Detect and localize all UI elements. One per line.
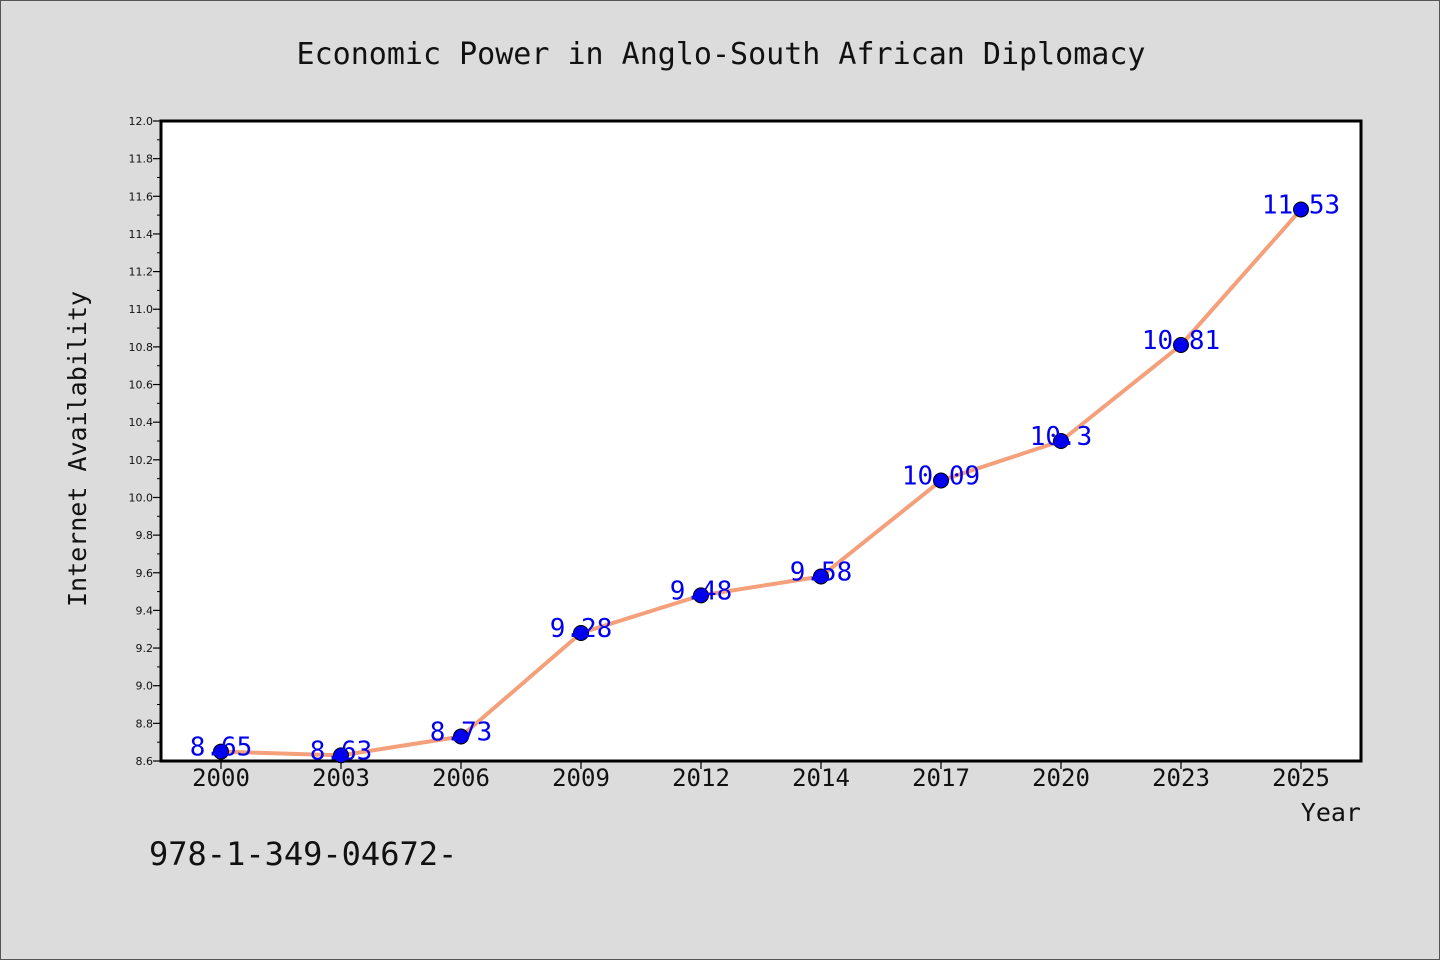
x-tick-label: 2014 (792, 764, 850, 792)
y-tick-label: 11.4 (129, 228, 154, 241)
y-tick-label: 9.0 (136, 680, 154, 693)
y-tick-label: 9.8 (136, 529, 154, 542)
data-label: 9.28 (550, 614, 613, 644)
x-tick-label: 2012 (672, 764, 730, 792)
series-line (219, 207, 1303, 758)
data-point (213, 743, 229, 760)
data-point (333, 747, 349, 764)
data-point (933, 472, 949, 489)
y-tick-label: 9.4 (136, 604, 154, 617)
chart-title: Economic Power in Anglo-South African Di… (297, 37, 1146, 72)
data-label: 8.63 (310, 736, 373, 766)
y-tick-label: 11.8 (129, 153, 154, 166)
x-tick-label: 2009 (552, 764, 610, 792)
data-label: 10.81 (1142, 326, 1220, 356)
y-tick-label: 8.8 (136, 717, 154, 730)
x-tick-label: 2000 (192, 764, 250, 792)
data-label: 10.3 (1030, 422, 1093, 452)
y-tick-label: 9.6 (136, 567, 154, 580)
data-point (453, 728, 469, 745)
data-point (1053, 433, 1069, 449)
data-point (1293, 201, 1309, 218)
data-label: 8.65 (190, 733, 253, 763)
series-group: 8.65 8.63 8.73 9.28 9.48 9.58 10.09 10.3 10.81 11… (190, 190, 1340, 766)
y-tick-label: 10.0 (129, 491, 154, 504)
x-tick-label: 2017 (912, 764, 970, 792)
data-point (573, 625, 589, 641)
y-tick-label: 10.4 (129, 416, 154, 429)
x-tick-label: 2006 (432, 764, 490, 792)
data-point (813, 568, 829, 585)
y-tick-label: 10.2 (129, 454, 154, 467)
y-tick-label: 11.6 (129, 190, 154, 203)
data-label: 9.48 (670, 576, 733, 606)
y-tick-label: 10.6 (129, 379, 154, 392)
y-tick-label: 9.2 (136, 642, 154, 655)
data-label: 8.73 (430, 718, 493, 748)
data-label: 10.09 (902, 462, 980, 492)
x-tick-label: 2020 (1032, 764, 1090, 792)
y-tick-label: 10.8 (129, 341, 154, 354)
y-tick-label: 12.0 (129, 115, 154, 128)
x-tick-label: 2023 (1152, 764, 1210, 792)
y-axis: 8.6 8.8 9.0 9.2 9.4 9.6 9.8 10.0 10.2 10.4 10.6 10.… (129, 115, 161, 768)
y-tick-label: 11.0 (129, 303, 154, 316)
data-label: 9.58 (790, 558, 853, 588)
data-label: 11.53 (1262, 190, 1340, 220)
y-tick-label: 8.6 (136, 755, 154, 768)
x-tick-label: 2003 (312, 764, 370, 792)
x-axis: 2000 2003 2006 2009 2012 2014 2017 2020 2023 2025 (192, 761, 1330, 792)
y-axis-label: Internet Availability (63, 291, 92, 607)
data-point (693, 587, 709, 604)
x-tick-label: 2025 (1272, 764, 1330, 792)
data-point (1173, 337, 1189, 353)
y-tick-label: 11.2 (129, 266, 154, 279)
plot-area (159, 119, 1363, 763)
footer-isbn: 978-1-349-04672- (149, 835, 457, 873)
x-axis-label: Year (1301, 798, 1361, 827)
